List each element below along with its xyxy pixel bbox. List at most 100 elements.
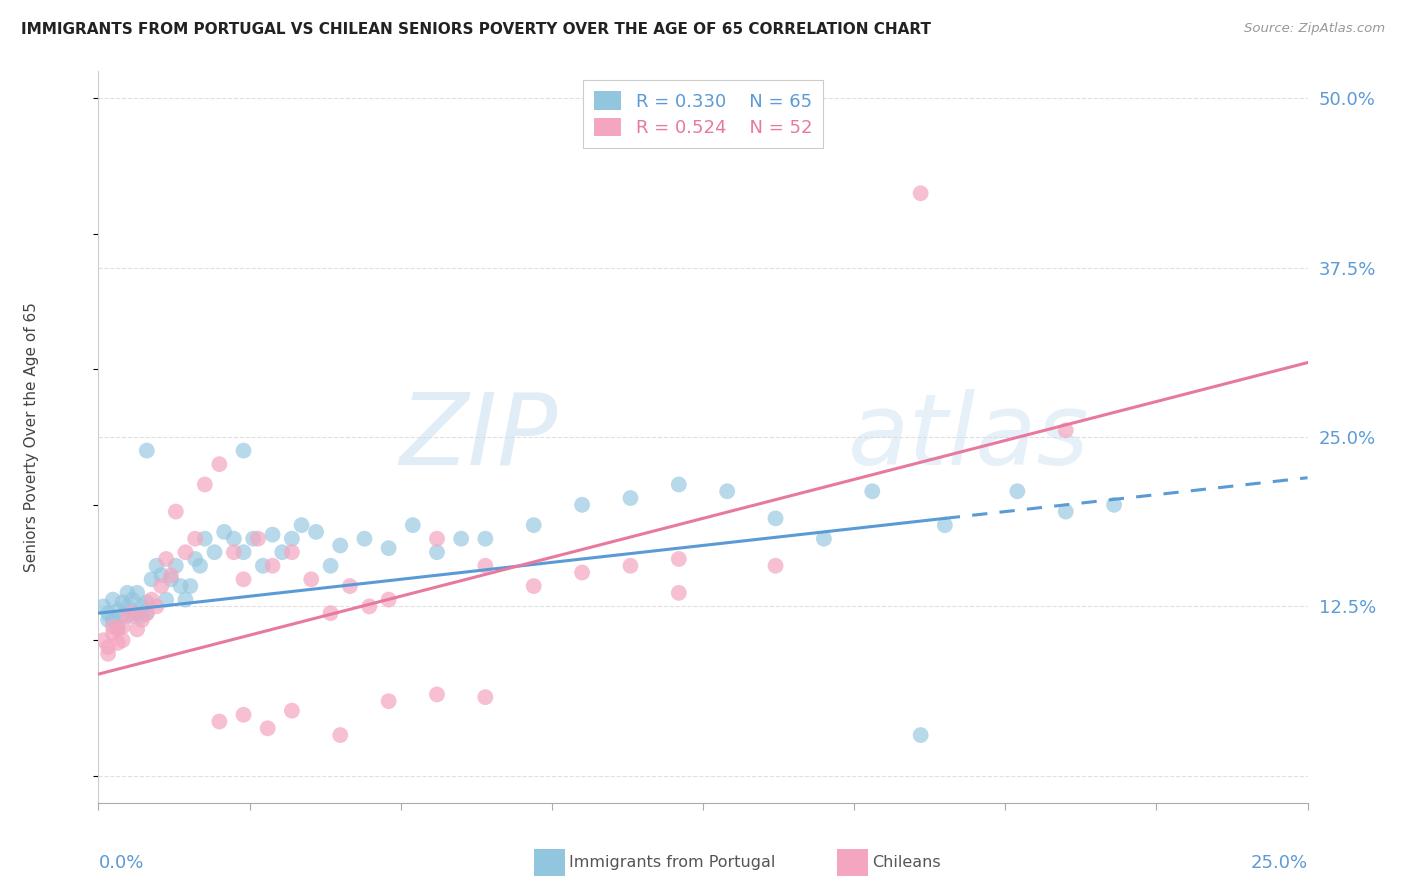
Point bbox=[121, 608, 143, 623]
Point bbox=[339, 579, 361, 593]
Point bbox=[1054, 423, 1077, 437]
Point bbox=[194, 532, 217, 546]
Point bbox=[141, 592, 163, 607]
Point bbox=[160, 572, 183, 586]
Point bbox=[262, 527, 284, 541]
Point bbox=[117, 608, 139, 623]
Point bbox=[174, 545, 197, 559]
Point bbox=[377, 694, 399, 708]
Text: Source: ZipAtlas.com: Source: ZipAtlas.com bbox=[1244, 22, 1385, 36]
Point bbox=[97, 613, 120, 627]
Point bbox=[523, 518, 546, 533]
Point bbox=[668, 477, 690, 491]
Point bbox=[716, 484, 738, 499]
Point bbox=[571, 566, 593, 580]
Text: IMMIGRANTS FROM PORTUGAL VS CHILEAN SENIORS POVERTY OVER THE AGE OF 65 CORRELATI: IMMIGRANTS FROM PORTUGAL VS CHILEAN SENI… bbox=[21, 22, 931, 37]
Point bbox=[174, 592, 197, 607]
Point bbox=[668, 586, 690, 600]
Point bbox=[329, 728, 352, 742]
Point bbox=[523, 579, 546, 593]
Point bbox=[281, 545, 304, 559]
Point bbox=[359, 599, 381, 614]
Point bbox=[117, 599, 139, 614]
Point bbox=[155, 592, 177, 607]
Point bbox=[141, 572, 163, 586]
Point bbox=[377, 592, 399, 607]
Point bbox=[184, 552, 207, 566]
Point bbox=[262, 558, 284, 573]
Point bbox=[97, 606, 120, 620]
Point bbox=[208, 714, 231, 729]
Point bbox=[135, 443, 157, 458]
Point bbox=[111, 595, 134, 609]
Point bbox=[150, 579, 173, 593]
Point bbox=[1054, 505, 1077, 519]
Point bbox=[107, 623, 129, 637]
Point bbox=[184, 532, 207, 546]
Point bbox=[131, 599, 153, 614]
Point bbox=[194, 477, 217, 491]
Point bbox=[256, 721, 278, 735]
Point bbox=[131, 608, 153, 623]
Point bbox=[121, 592, 143, 607]
Point bbox=[160, 568, 183, 582]
Text: atlas: atlas bbox=[848, 389, 1090, 485]
Point bbox=[117, 586, 139, 600]
Point bbox=[135, 606, 157, 620]
Point bbox=[1007, 484, 1029, 499]
Point bbox=[188, 558, 211, 573]
Point bbox=[813, 532, 835, 546]
Point bbox=[145, 599, 167, 614]
Point bbox=[765, 511, 787, 525]
Point bbox=[619, 491, 641, 505]
Point bbox=[91, 633, 114, 648]
Point bbox=[101, 626, 124, 640]
Point bbox=[222, 532, 245, 546]
Point bbox=[97, 647, 120, 661]
Point bbox=[426, 688, 449, 702]
Point bbox=[252, 558, 274, 573]
Point bbox=[127, 623, 149, 637]
Point bbox=[571, 498, 593, 512]
Point bbox=[208, 457, 231, 471]
Point bbox=[135, 595, 157, 609]
Point bbox=[290, 518, 312, 533]
Point bbox=[97, 640, 120, 654]
Text: ZIP: ZIP bbox=[399, 389, 558, 485]
Text: 0.0%: 0.0% bbox=[98, 854, 143, 872]
Point bbox=[402, 518, 425, 533]
Point bbox=[299, 572, 322, 586]
Text: 25.0%: 25.0% bbox=[1250, 854, 1308, 872]
Point bbox=[232, 545, 254, 559]
Point bbox=[127, 586, 149, 600]
Point bbox=[860, 484, 883, 499]
Point bbox=[319, 558, 342, 573]
Point bbox=[474, 690, 496, 705]
Point bbox=[242, 532, 264, 546]
Point bbox=[910, 186, 932, 201]
Point bbox=[145, 558, 167, 573]
Point bbox=[377, 541, 399, 556]
Text: Immigrants from Portugal: Immigrants from Portugal bbox=[569, 855, 776, 870]
Point bbox=[247, 532, 270, 546]
Point bbox=[329, 538, 352, 552]
Point bbox=[232, 707, 254, 722]
Point bbox=[474, 558, 496, 573]
Point bbox=[934, 518, 956, 533]
Point bbox=[101, 620, 124, 634]
Point bbox=[150, 568, 173, 582]
Point bbox=[155, 552, 177, 566]
Point bbox=[135, 606, 157, 620]
Point bbox=[111, 633, 134, 648]
Text: Seniors Poverty Over the Age of 65: Seniors Poverty Over the Age of 65 bbox=[24, 302, 39, 572]
Point bbox=[127, 606, 149, 620]
Point bbox=[169, 579, 191, 593]
Point bbox=[353, 532, 375, 546]
Point bbox=[222, 545, 245, 559]
Point bbox=[765, 558, 787, 573]
Point bbox=[165, 558, 187, 573]
Point bbox=[668, 552, 690, 566]
Point bbox=[319, 606, 342, 620]
Point bbox=[91, 599, 114, 614]
Point bbox=[121, 606, 143, 620]
